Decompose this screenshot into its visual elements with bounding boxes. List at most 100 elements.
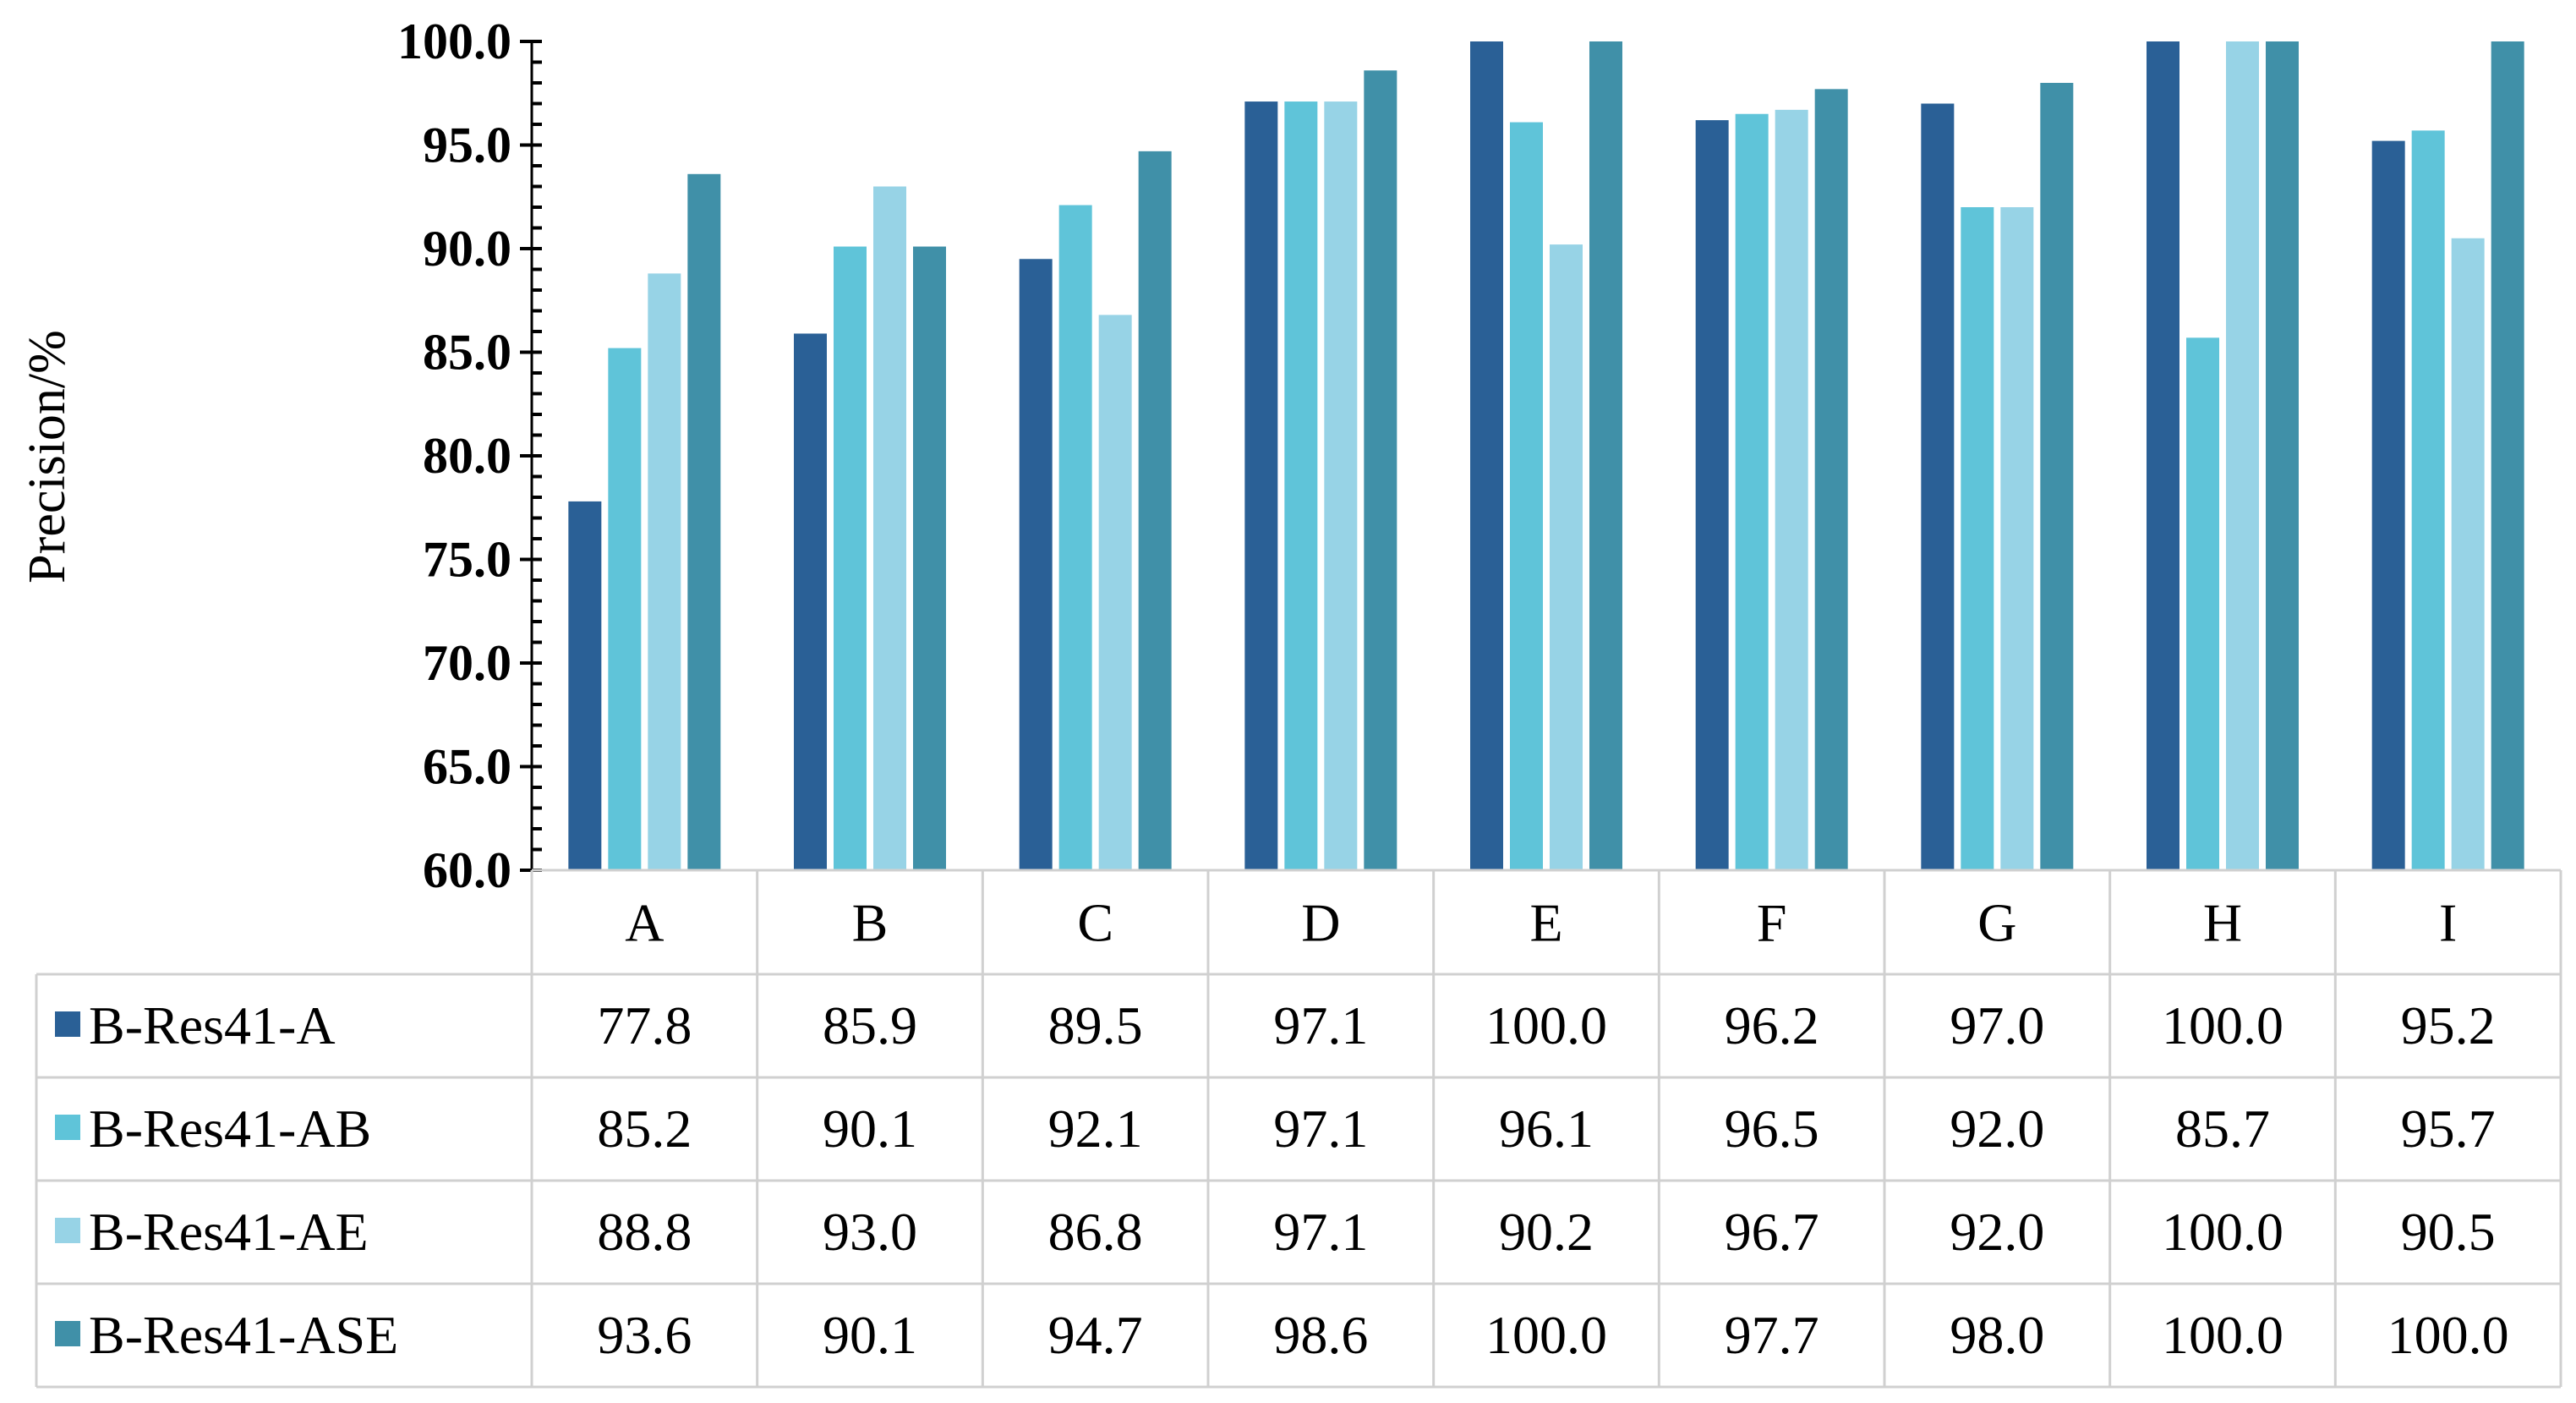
bar-b-res41-ase-d (1364, 70, 1397, 871)
table-cell-value: 96.5 (1725, 1099, 1819, 1159)
bar-b-res41-a-i (2371, 140, 2405, 871)
bar-b-res41-ab-g (1961, 207, 1994, 870)
table-cell-value: 95.2 (2401, 995, 2496, 1055)
table-cell-value: 97.7 (1725, 1305, 1819, 1365)
bar-b-res41-ae-b (873, 186, 906, 870)
bar-b-res41-a-c (1019, 259, 1053, 870)
y-tick-label: 65.0 (423, 739, 511, 795)
bar-b-res41-a-e (1470, 41, 1503, 870)
table-cell-value: 93.6 (597, 1305, 692, 1365)
y-axis-label: Precision/% (19, 330, 76, 584)
bar-b-res41-ab-b (834, 246, 867, 870)
bar-b-res41-ase-i (2491, 41, 2524, 870)
bar-b-res41-ase-a (687, 173, 721, 871)
legend-series-name: B-Res41-ASE (89, 1305, 398, 1365)
table-cell-value: 94.7 (1048, 1305, 1143, 1365)
bar-b-res41-ase-h (2266, 41, 2299, 870)
x-category-label: B (852, 893, 889, 953)
bar-b-res41-ae-a (648, 273, 681, 870)
x-category-label: E (1529, 893, 1562, 953)
bar-b-res41-ae-e (1550, 244, 1583, 871)
bar-b-res41-ab-h (2186, 337, 2219, 871)
table-cell-value: 85.2 (597, 1099, 692, 1159)
table-cell-value: 97.1 (1273, 1202, 1368, 1262)
x-category-label: C (1077, 893, 1113, 953)
table-cell-value: 90.5 (2401, 1202, 2496, 1262)
bar-b-res41-a-a (568, 501, 602, 870)
bar-b-res41-ab-a (608, 348, 642, 871)
bar-b-res41-a-f (1695, 120, 1729, 871)
table-cell-value: 97.1 (1273, 995, 1368, 1055)
table-cell-value: 93.0 (823, 1202, 917, 1262)
bar-b-res41-ae-i (2451, 238, 2485, 870)
y-tick-label: 90.0 (423, 221, 511, 277)
table-cell-value: 100.0 (2387, 1305, 2509, 1365)
bar-b-res41-ab-i (2411, 130, 2445, 871)
bar-b-res41-ab-f (1735, 113, 1769, 870)
y-tick-label: 85.0 (423, 325, 511, 381)
y-tick-label: 95.0 (423, 118, 511, 173)
table-cell-value: 92.0 (1950, 1202, 2044, 1262)
bar-b-res41-ae-h (2226, 41, 2259, 870)
table-cell-value: 95.7 (2401, 1099, 2496, 1159)
bar-b-res41-a-b (794, 333, 827, 870)
table-cell-value: 98.0 (1950, 1305, 2044, 1365)
bar-b-res41-ase-c (1138, 151, 1172, 871)
table-cell-value: 90.1 (823, 1305, 917, 1365)
table-cell-value: 100.0 (1485, 995, 1607, 1055)
x-category-label: D (1301, 893, 1340, 953)
bar-b-res41-ase-f (1814, 89, 1848, 871)
x-category-label: G (1977, 893, 2016, 953)
table-cell-value: 85.7 (2175, 1099, 2270, 1159)
bar-b-res41-ase-g (2040, 83, 2074, 870)
table-cell-value: 88.8 (597, 1202, 692, 1262)
x-category-label: I (2439, 893, 2457, 953)
y-tick-label: 75.0 (423, 532, 511, 588)
x-category-label: H (2203, 893, 2242, 953)
bar-b-res41-ab-e (1510, 122, 1543, 871)
x-category-label: A (625, 893, 664, 953)
bar-b-res41-ab-d (1284, 101, 1318, 871)
x-category-label: F (1757, 893, 1787, 953)
table-cell-value: 96.2 (1725, 995, 1819, 1055)
legend-swatch (55, 1011, 80, 1037)
table-cell-value: 92.1 (1048, 1099, 1143, 1159)
legend-series-name: B-Res41-AB (89, 1099, 371, 1159)
bar-b-res41-ase-e (1589, 41, 1622, 870)
table-cell-value: 97.0 (1950, 995, 2044, 1055)
bar-b-res41-ae-g (2000, 207, 2034, 870)
table-cell-value: 97.1 (1273, 1099, 1368, 1159)
table-cell-value: 85.9 (823, 995, 917, 1055)
bar-b-res41-a-h (2147, 41, 2179, 870)
bar-b-res41-ae-c (1098, 315, 1132, 870)
legend-swatch (55, 1115, 80, 1140)
table-cell-value: 92.0 (1950, 1099, 2044, 1159)
table-cell-value: 100.0 (2162, 1305, 2283, 1365)
y-axis: 60.0 65.0 70.0 75.0 80.0 85.0 90.0 95.0 100.0 (397, 14, 542, 898)
legend-series-name: B-Res41-A (89, 995, 336, 1055)
y-tick-label: 80.0 (423, 428, 511, 484)
bar-b-res41-ae-d (1324, 101, 1358, 871)
table-cell-value: 86.8 (1048, 1202, 1143, 1262)
table-cell-value: 90.2 (1499, 1202, 1594, 1262)
table-cell-value: 90.1 (823, 1099, 917, 1159)
bars (568, 41, 2524, 871)
bar-b-res41-ab-c (1058, 205, 1092, 871)
bar-b-res41-a-d (1244, 101, 1278, 871)
y-tick-label: 60.0 (423, 842, 511, 898)
table-cell-value: 100.0 (1485, 1305, 1607, 1365)
table-cell-value: 98.6 (1273, 1305, 1368, 1365)
legend-swatch (55, 1218, 80, 1243)
table-cell-value: 96.1 (1499, 1099, 1594, 1159)
data-table: A B C D E F G H I B-Res41-A 77.8 85.9 89.5 97.1 100.0 9… (35, 869, 2562, 1389)
bar-b-res41-ae-f (1775, 109, 1808, 871)
y-tick-label: 100.0 (397, 14, 511, 69)
y-tick-label: 70.0 (423, 635, 511, 691)
legend-series-name: B-Res41-AE (89, 1202, 369, 1262)
table-cell-value: 96.7 (1725, 1202, 1819, 1262)
table-cell-value: 100.0 (2162, 1202, 2283, 1262)
table-cell-value: 77.8 (597, 995, 692, 1055)
table-cell-value: 100.0 (2162, 995, 2283, 1055)
table-cell-value: 89.5 (1048, 995, 1143, 1055)
